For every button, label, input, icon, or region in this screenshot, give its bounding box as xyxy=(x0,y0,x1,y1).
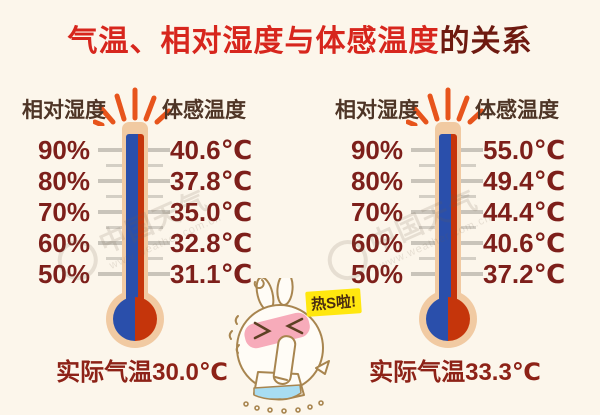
feel-temp-value: 35.0℃ xyxy=(170,197,253,227)
page-title-highlight: 气温、相对湿度与体感温度 xyxy=(67,25,440,58)
watermark: 中国天气 www.weather.com.cn xyxy=(319,176,494,291)
page-title-suffix: 的关系 xyxy=(439,25,533,58)
thermometer-bulb-liquid xyxy=(426,297,470,341)
feel-temp-value: 49.4℃ xyxy=(483,166,566,196)
thermometer-liquid xyxy=(439,134,457,304)
humidity-value: 90% xyxy=(350,135,403,165)
actual-temp-caption-right: 实际气温33.3℃ xyxy=(369,359,541,386)
tick-marks-right-major xyxy=(148,148,170,278)
page-title: 气温、相对湿度与体感温度 的关系 xyxy=(0,18,600,58)
feel-temp-value: 37.2℃ xyxy=(483,259,566,289)
watermark-text: 中国天气 xyxy=(94,184,213,260)
watermark-url: www.weather.com.cn xyxy=(377,211,494,272)
feel-temp-value: 40.6℃ xyxy=(483,228,566,258)
watermark-text: 中国天气 xyxy=(364,184,483,260)
humidity-value: 70% xyxy=(37,197,90,227)
humidity-value: 70% xyxy=(350,197,403,227)
watermark-logo-icon xyxy=(51,233,104,287)
humidity-value: 50% xyxy=(37,259,90,289)
tick-marks-right-minor xyxy=(461,164,476,264)
feel-temp-value: 37.8℃ xyxy=(170,166,253,196)
sweating-bunny-illustration xyxy=(228,278,330,414)
tick-marks-right-minor xyxy=(148,164,163,264)
thermometer-bulb xyxy=(419,290,477,348)
feel-temp-value: 40.6℃ xyxy=(170,135,253,165)
sun-rays-icon xyxy=(93,87,172,126)
humidity-header-right: 相对湿度 xyxy=(335,99,419,122)
thermometer-bulb-liquid xyxy=(113,297,157,341)
tick-marks-left-minor xyxy=(106,164,122,264)
humidity-value: 80% xyxy=(37,166,90,196)
thermometer-liquid xyxy=(126,134,144,304)
humidity-value: 50% xyxy=(350,259,403,289)
humidity-value: 90% xyxy=(37,135,90,165)
tick-marks-right-major xyxy=(461,148,483,278)
feel-header-right: 体感温度 xyxy=(475,99,559,122)
watermark-url: www.weather.com.cn xyxy=(107,211,224,272)
sun-rays-icon xyxy=(406,87,485,126)
humidity-value: 80% xyxy=(350,166,403,196)
feel-temp-value: 32.8℃ xyxy=(170,228,253,258)
thermometer-tube xyxy=(435,122,461,298)
actual-temp-caption-left: 实际气温30.0℃ xyxy=(56,359,228,386)
feel-header-left: 体感温度 xyxy=(162,99,246,122)
tick-marks-left-major xyxy=(98,148,122,278)
humidity-value: 60% xyxy=(37,228,90,258)
feel-temp-value: 55.0℃ xyxy=(483,135,566,165)
watermark: 中国天气 www.weather.com.cn xyxy=(49,176,224,291)
feel-temp-value: 44.4℃ xyxy=(483,197,566,227)
tick-marks-left-minor xyxy=(419,164,435,264)
thermometer-tube xyxy=(122,122,148,298)
humidity-value: 60% xyxy=(350,228,403,258)
hot-sticker: 热S啦! xyxy=(305,288,362,317)
thermometer-bulb xyxy=(106,290,164,348)
humidity-header-left: 相对湿度 xyxy=(22,99,106,122)
tick-marks-left-major xyxy=(411,148,435,278)
